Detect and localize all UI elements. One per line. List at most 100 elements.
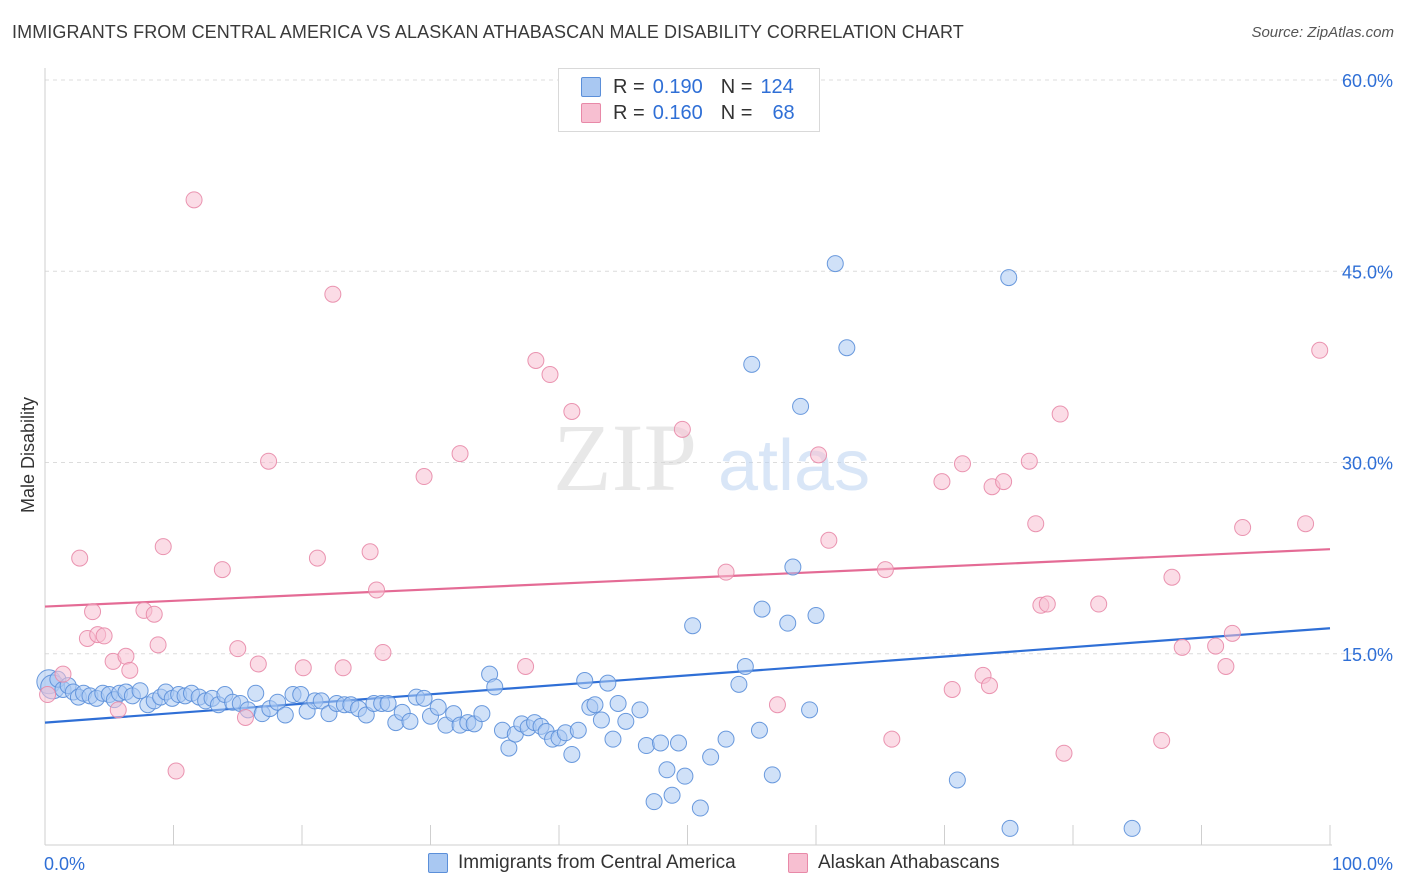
pink-data-point: [1234, 519, 1252, 537]
blue-data-point: [500, 739, 518, 757]
blue-data-point: [784, 558, 802, 576]
pink-data-point: [1038, 595, 1056, 613]
pink-data-point: [260, 452, 278, 470]
pink-data-point: [308, 549, 326, 567]
blue-data-point: [743, 355, 761, 373]
pink-data-point: [145, 605, 163, 623]
watermark-zip: ZIP: [553, 404, 697, 511]
pink-data-point: [361, 543, 379, 561]
pink-data-point: [1223, 624, 1241, 642]
pink-data-point: [1173, 638, 1191, 656]
pink-data-point: [167, 762, 185, 780]
pink-data-point: [249, 655, 267, 673]
blue-data-point: [948, 771, 966, 789]
pink-data-point: [1297, 515, 1315, 533]
pink-data-point: [995, 473, 1013, 491]
pink-data-point: [1153, 731, 1171, 749]
pink-data-point: [84, 603, 102, 621]
blue-data-point: [717, 730, 735, 748]
pink-data-point: [1311, 341, 1329, 359]
watermark: ZIP atlas: [553, 404, 870, 511]
pink-data-point: [324, 285, 342, 303]
pink-data-point: [1051, 405, 1069, 423]
blue-data-point: [269, 693, 287, 711]
legend-n-label: N =: [720, 75, 753, 98]
pink-data-point: [953, 455, 971, 473]
pink-data-point: [1163, 568, 1181, 586]
pink-data-point: [980, 677, 998, 695]
tick-labels: 15.0% 30.0% 45.0% 60.0% 0.0% 100.0% Male Disab…: [18, 71, 1393, 874]
y-axis-label: Male Disability: [18, 397, 38, 513]
watermark-atlas: atlas: [718, 426, 870, 506]
pink-data-point: [883, 730, 901, 748]
legend-n-value: 124: [760, 75, 794, 98]
series-label-blue: Immigrants from Central America: [458, 852, 736, 873]
chart-title: IMMIGRANTS FROM CENTRAL AMERICA VS ALASK…: [12, 22, 964, 42]
pink-data-point: [154, 538, 172, 556]
pink-data-point: [294, 659, 312, 677]
blue-data-point: [1001, 819, 1019, 837]
pink-data-point: [117, 647, 135, 665]
y-tick-label: 60.0%: [1342, 71, 1393, 91]
series-swatch-pink: [788, 853, 808, 873]
blue-data-point: [652, 734, 670, 752]
pink-data-point: [415, 468, 433, 486]
blue-data-point: [763, 766, 781, 784]
blue-data-point: [569, 721, 587, 739]
pink-data-point: [810, 446, 828, 464]
y-tick-label: 15.0%: [1342, 645, 1393, 665]
data-points: [36, 191, 1329, 837]
correlation-legend: R = 0.190 N = 124 R = 0.160 N = 68: [558, 68, 820, 132]
pink-data-point: [229, 640, 247, 658]
pink-data-point: [213, 561, 231, 579]
series-legend-pink: Alaskan Athabascans: [788, 852, 1000, 874]
axes: [44, 68, 1332, 846]
blue-data-point: [631, 701, 649, 719]
pink-data-point: [768, 696, 786, 714]
blue-data-point: [401, 712, 419, 730]
series-legend-blue: Immigrants from Central America: [428, 852, 736, 874]
blue-data-point: [792, 397, 810, 415]
blue-data-point: [676, 767, 694, 785]
blue-data-point: [663, 786, 681, 804]
blue-data-point: [563, 745, 581, 763]
pink-data-point: [54, 665, 72, 683]
legend-r-value: 0.190: [652, 75, 703, 98]
series-label-pink: Alaskan Athabascans: [818, 852, 1000, 873]
blue-data-point: [670, 734, 688, 752]
blue-data-point: [702, 748, 720, 766]
blue-data-point: [586, 696, 604, 714]
legend-row-pink: R = 0.160 N = 68: [581, 101, 795, 125]
legend-n-label: N =: [720, 101, 753, 124]
blue-data-point: [617, 712, 635, 730]
pink-data-point: [933, 473, 951, 491]
pink-data-point: [1207, 637, 1225, 655]
blue-data-point: [750, 721, 768, 739]
pink-data-point: [1090, 595, 1108, 613]
blue-data-point: [801, 701, 819, 719]
blue-data-point: [826, 255, 844, 273]
blue-data-point: [753, 600, 771, 618]
gridlines: [45, 79, 1392, 655]
legend-swatch-blue: [581, 77, 601, 97]
pink-data-point: [541, 366, 559, 384]
pink-data-point: [527, 352, 545, 369]
pink-data-point: [95, 627, 113, 645]
blue-data-point: [276, 706, 294, 724]
legend-row-blue: R = 0.190 N = 124: [581, 75, 794, 99]
pink-data-point: [109, 701, 127, 719]
pink-data-point: [121, 661, 139, 679]
y-tick-label: 30.0%: [1342, 454, 1393, 474]
pink-data-point: [374, 643, 392, 661]
blue-data-point: [604, 730, 622, 748]
blue-data-point: [379, 694, 397, 712]
blue-data-point: [658, 761, 676, 779]
x-tick-label: 0.0%: [44, 854, 85, 874]
pink-data-point: [39, 686, 57, 704]
legend-r-value: 0.160: [652, 101, 703, 124]
blue-data-point: [637, 737, 655, 755]
pink-data-point: [876, 561, 894, 579]
source-credit: Source: ZipAtlas.com: [1251, 24, 1394, 41]
blue-data-point: [1000, 269, 1018, 287]
